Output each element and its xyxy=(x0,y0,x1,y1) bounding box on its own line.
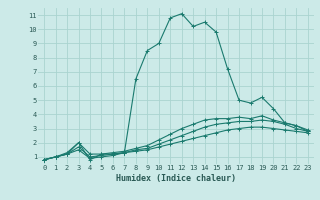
X-axis label: Humidex (Indice chaleur): Humidex (Indice chaleur) xyxy=(116,174,236,183)
